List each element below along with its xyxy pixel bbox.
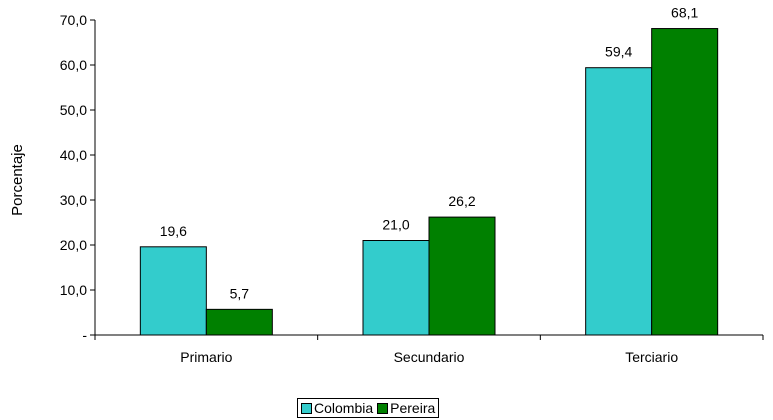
- category-label: Primario: [180, 349, 232, 365]
- y-axis: - 10,0 20,0 30,0 40,0 50,0 60,0 70,0: [60, 12, 96, 343]
- y-tick-label: 70,0: [60, 12, 87, 28]
- legend-label-pereira: Pereira: [390, 400, 436, 416]
- bar-pereira: [205, 308, 273, 336]
- legend-swatch-pereira: [377, 402, 389, 414]
- y-tick-label: 30,0: [60, 192, 87, 208]
- legend-item-colombia: Colombia: [301, 400, 373, 416]
- y-tick-label: -: [82, 327, 87, 343]
- data-label: 26,2: [448, 193, 475, 209]
- y-tick-label: 50,0: [60, 102, 87, 118]
- data-label: 21,0: [382, 217, 409, 233]
- x-axis: Primario Secundario Terciario: [94, 334, 764, 365]
- legend: Colombia Pereira: [297, 398, 440, 418]
- bar-pereira: [428, 216, 496, 336]
- legend-item-pereira: Pereira: [377, 400, 435, 416]
- y-axis-title: Porcentaje: [9, 144, 26, 216]
- data-label: 59,4: [605, 44, 632, 60]
- data-label: 19,6: [160, 223, 187, 239]
- bar-pereira: [651, 28, 719, 336]
- bar-colombia: [362, 240, 430, 336]
- bar-colombia: [585, 67, 653, 336]
- y-tick-label: 40,0: [60, 147, 87, 163]
- y-tick-label: 60,0: [60, 57, 87, 73]
- y-tick-label: 20,0: [60, 237, 87, 253]
- data-labels: 19,6 5,7 21,0 26,2 59,4 68,1: [160, 5, 699, 302]
- y-tick-label: 10,0: [60, 282, 87, 298]
- legend-swatch-colombia: [301, 402, 312, 414]
- bars: [139, 28, 719, 336]
- data-label: 68,1: [671, 5, 698, 21]
- category-label: Terciario: [625, 349, 678, 365]
- data-label: 5,7: [230, 285, 250, 301]
- legend-label-colombia: Colombia: [314, 400, 374, 416]
- bar-chart: - 10,0 20,0 30,0 40,0 50,0 60,0 70,0 Primario Se…: [9, 5, 764, 365]
- bar-colombia: [139, 246, 207, 336]
- category-label: Secundario: [394, 349, 465, 365]
